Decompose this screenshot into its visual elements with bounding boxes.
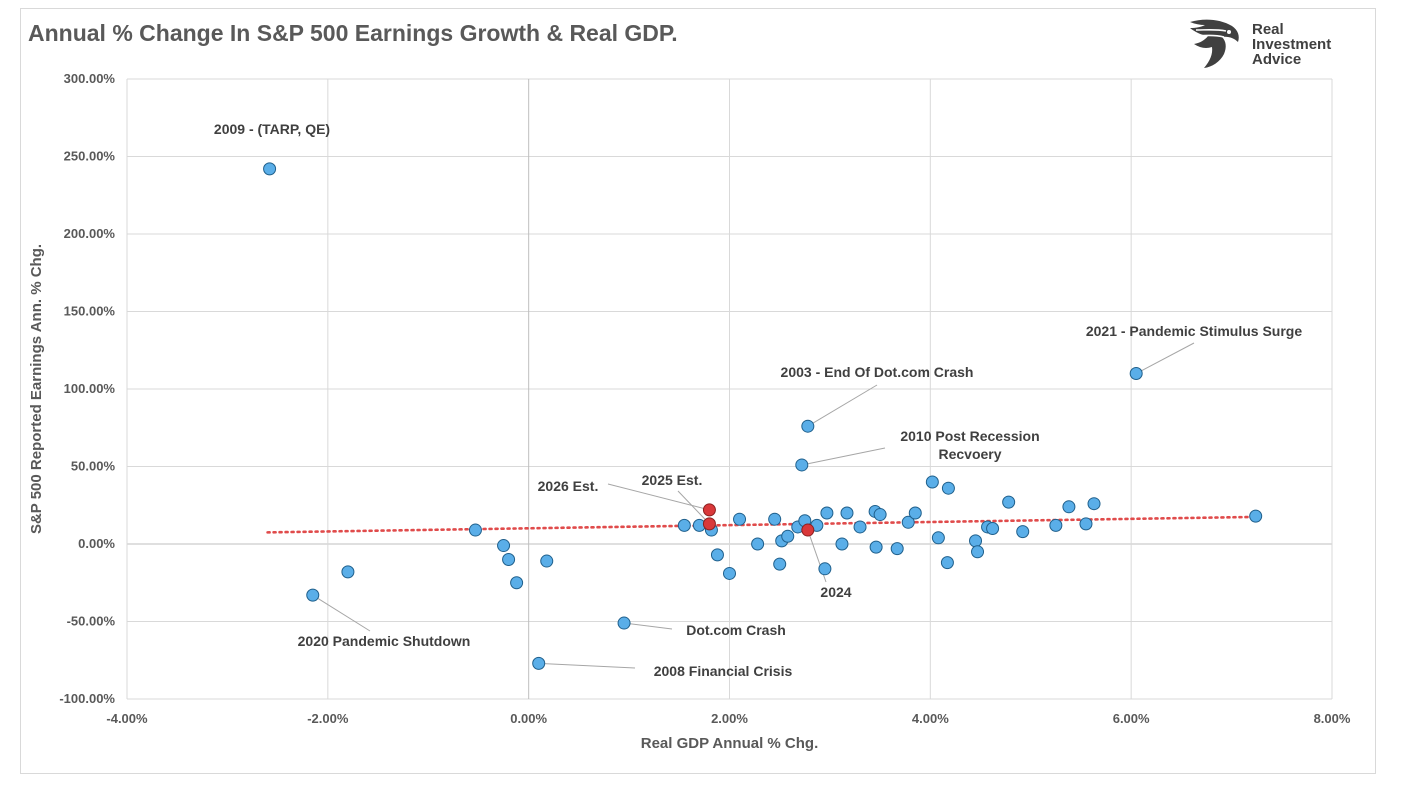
data-point xyxy=(502,553,516,566)
logo-line-2: Investment xyxy=(1252,36,1332,53)
y-axis-title: S&P 500 Reported Earnings Ann. % Chg. xyxy=(28,244,45,534)
data-point xyxy=(617,616,631,630)
data-point xyxy=(890,542,904,556)
data-point xyxy=(1079,517,1093,531)
data-point xyxy=(818,562,832,576)
annotation-leader-line xyxy=(807,384,878,427)
data-point xyxy=(1016,525,1030,539)
y-tick-label: -50.00% xyxy=(67,614,116,629)
data-point xyxy=(840,506,854,520)
data-point xyxy=(795,458,809,472)
annotation-leader-line xyxy=(624,622,673,630)
highlighted-data-point xyxy=(702,517,716,531)
annotation-label: 2008 Financial Crisis xyxy=(654,663,793,679)
data-point xyxy=(1002,495,1016,509)
y-tick-label: -100.00% xyxy=(59,691,115,706)
y-tick-label: 150.00% xyxy=(64,304,116,319)
data-point xyxy=(468,523,482,537)
data-point xyxy=(869,540,883,554)
data-point xyxy=(723,566,736,580)
data-point xyxy=(1129,367,1143,380)
annotation-leader-line xyxy=(801,447,886,466)
data-point xyxy=(510,576,524,590)
data-point xyxy=(1049,518,1063,532)
y-tick-label: 100.00% xyxy=(64,381,116,396)
eagle-head-icon xyxy=(1190,19,1239,68)
x-tick-label: -2.00% xyxy=(307,711,349,726)
logo: Real Investment Advice xyxy=(1186,16,1356,72)
data-point xyxy=(986,522,1000,535)
data-point xyxy=(751,537,765,551)
data-point xyxy=(710,548,724,562)
annotation-label-line-2: Recvoery xyxy=(938,446,1001,462)
x-tick-label: 4.00% xyxy=(912,711,949,726)
annotation-leader-line xyxy=(538,662,636,669)
x-tick-label: -4.00% xyxy=(106,711,148,726)
chart-frame xyxy=(20,8,1376,774)
data-point xyxy=(773,557,787,571)
annotation-leader-line xyxy=(1135,342,1195,374)
logo-line-1: Real xyxy=(1252,21,1284,38)
annotation-label: 2025 Est. xyxy=(642,472,703,488)
data-point xyxy=(1249,509,1263,523)
annotation-label: Dot.com Crash xyxy=(686,622,786,638)
annotation-leader-line xyxy=(312,594,371,632)
x-tick-label: 0.00% xyxy=(510,711,547,726)
annotation-label: 2003 - End Of Dot.com Crash xyxy=(781,364,974,380)
data-point xyxy=(801,419,815,433)
annotation-label: 2026 Est. xyxy=(538,478,599,494)
annotation-leader-line xyxy=(677,490,710,525)
y-tick-label: 300.00% xyxy=(64,71,116,86)
trendline xyxy=(266,515,1258,534)
y-tick-label: 50.00% xyxy=(71,459,116,474)
data-point xyxy=(1087,497,1101,511)
annotation-label: 2010 Post Recession xyxy=(900,428,1039,444)
data-point xyxy=(971,545,985,559)
data-point xyxy=(768,512,782,526)
annotation-label: 2024 xyxy=(820,584,851,600)
y-tick-label: 200.00% xyxy=(64,226,116,241)
data-point xyxy=(908,506,922,520)
data-point xyxy=(532,656,546,670)
data-point xyxy=(263,162,277,176)
annotation-label: 2021 - Pandemic Stimulus Surge xyxy=(1086,323,1303,339)
data-point xyxy=(940,556,954,570)
data-point xyxy=(931,531,945,545)
x-tick-label: 8.00% xyxy=(1314,711,1351,726)
data-point xyxy=(820,506,834,520)
data-point xyxy=(901,515,915,529)
data-point xyxy=(306,588,320,602)
logo-line-3: Advice xyxy=(1252,51,1302,68)
highlighted-data-point xyxy=(801,523,815,537)
data-point xyxy=(781,529,795,543)
data-point xyxy=(540,554,554,568)
data-point xyxy=(941,481,955,495)
data-point xyxy=(925,475,939,489)
annotation-label: 2009 - (TARP, QE) xyxy=(214,121,330,137)
chart-title: Annual % Change In S&P 500 Earnings Grow… xyxy=(28,20,678,46)
highlighted-data-point xyxy=(702,503,716,517)
x-axis-title: Real GDP Annual % Chg. xyxy=(641,735,819,752)
x-tick-label: 6.00% xyxy=(1113,711,1150,726)
x-tick-label: 2.00% xyxy=(711,711,748,726)
data-point xyxy=(969,534,983,548)
data-point xyxy=(1062,500,1076,514)
data-point xyxy=(873,508,887,522)
y-tick-label: 250.00% xyxy=(64,149,116,164)
data-point xyxy=(497,539,511,553)
data-point xyxy=(677,518,691,532)
data-point xyxy=(341,565,355,579)
data-point xyxy=(835,537,849,551)
data-point xyxy=(733,512,747,526)
annotation-label: 2020 Pandemic Shutdown xyxy=(298,633,471,649)
y-tick-label: 0.00% xyxy=(78,536,115,551)
data-point xyxy=(853,520,867,534)
